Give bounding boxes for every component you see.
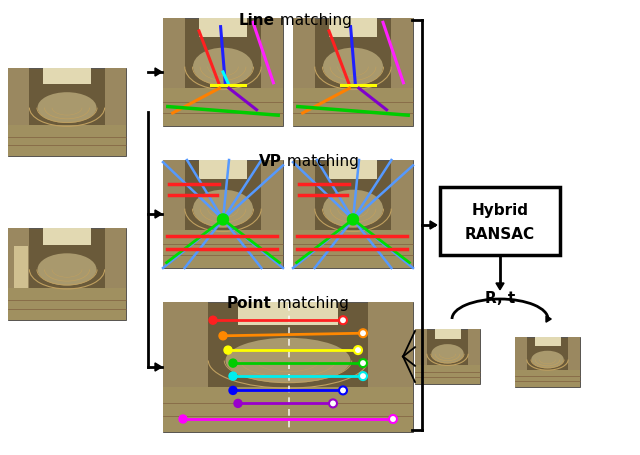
Bar	[293, 160, 315, 268]
Bar	[163, 160, 283, 268]
Bar	[8, 228, 126, 320]
Text: Point: Point	[227, 296, 272, 311]
Bar	[163, 302, 413, 432]
Bar	[415, 329, 427, 384]
Bar	[261, 18, 283, 126]
Text: matching: matching	[272, 296, 349, 311]
Bar	[105, 228, 126, 320]
Bar	[199, 160, 247, 179]
Text: Line: Line	[239, 13, 275, 28]
Text: RANSAC: RANSAC	[465, 227, 535, 242]
Circle shape	[359, 359, 367, 367]
Bar	[163, 302, 208, 432]
Polygon shape	[155, 210, 162, 218]
Polygon shape	[496, 283, 504, 290]
Bar	[8, 68, 126, 156]
Circle shape	[224, 346, 232, 354]
Bar	[293, 160, 413, 268]
Bar	[293, 230, 413, 268]
Text: matching: matching	[275, 13, 352, 28]
Bar	[44, 68, 91, 84]
Bar	[415, 365, 480, 384]
Ellipse shape	[38, 253, 97, 285]
Bar	[238, 302, 338, 325]
Bar	[293, 18, 413, 126]
Circle shape	[339, 316, 347, 324]
Circle shape	[339, 386, 347, 394]
Bar	[8, 125, 126, 156]
Ellipse shape	[431, 344, 464, 364]
Circle shape	[389, 415, 397, 423]
Bar	[293, 18, 315, 126]
Text: Hybrid: Hybrid	[472, 203, 529, 218]
Ellipse shape	[193, 48, 253, 86]
Polygon shape	[155, 68, 162, 76]
Circle shape	[229, 372, 237, 380]
Bar	[261, 160, 283, 268]
Bar	[515, 337, 527, 387]
Bar	[534, 337, 561, 346]
Bar	[329, 160, 377, 179]
Bar	[199, 18, 247, 37]
Polygon shape	[546, 316, 551, 322]
Circle shape	[229, 359, 237, 367]
Bar	[568, 337, 580, 387]
Bar	[415, 329, 480, 384]
Bar	[515, 337, 580, 387]
Bar	[8, 288, 126, 320]
Bar	[163, 160, 184, 268]
Bar	[293, 88, 413, 126]
Circle shape	[179, 415, 187, 423]
Bar	[8, 68, 29, 156]
Ellipse shape	[225, 338, 351, 383]
Bar	[163, 230, 283, 268]
Bar	[44, 228, 91, 244]
Ellipse shape	[323, 48, 383, 86]
Bar	[163, 386, 413, 432]
Circle shape	[329, 399, 337, 407]
Bar	[440, 187, 560, 255]
Bar	[8, 228, 29, 320]
Circle shape	[348, 214, 358, 225]
Circle shape	[218, 214, 228, 225]
Bar	[105, 68, 126, 156]
Ellipse shape	[323, 190, 383, 228]
Circle shape	[219, 332, 227, 340]
Bar	[468, 329, 480, 384]
Bar	[392, 160, 413, 268]
Circle shape	[229, 386, 237, 394]
Circle shape	[359, 372, 367, 380]
Bar	[435, 329, 461, 339]
Polygon shape	[430, 221, 436, 229]
Bar	[368, 302, 413, 432]
Circle shape	[209, 316, 217, 324]
Bar	[392, 18, 413, 126]
Circle shape	[354, 346, 362, 354]
Bar	[515, 369, 580, 387]
Text: VP: VP	[259, 154, 282, 169]
Circle shape	[359, 329, 367, 337]
Text: matching: matching	[282, 154, 359, 169]
Bar	[163, 18, 283, 126]
Bar	[14, 247, 28, 288]
Bar	[163, 18, 184, 126]
Ellipse shape	[38, 92, 97, 123]
Ellipse shape	[193, 190, 253, 228]
Ellipse shape	[531, 351, 564, 368]
Bar	[163, 88, 283, 126]
Text: R, t: R, t	[485, 291, 515, 306]
Bar	[329, 18, 377, 37]
Circle shape	[234, 399, 242, 407]
Polygon shape	[155, 363, 162, 371]
